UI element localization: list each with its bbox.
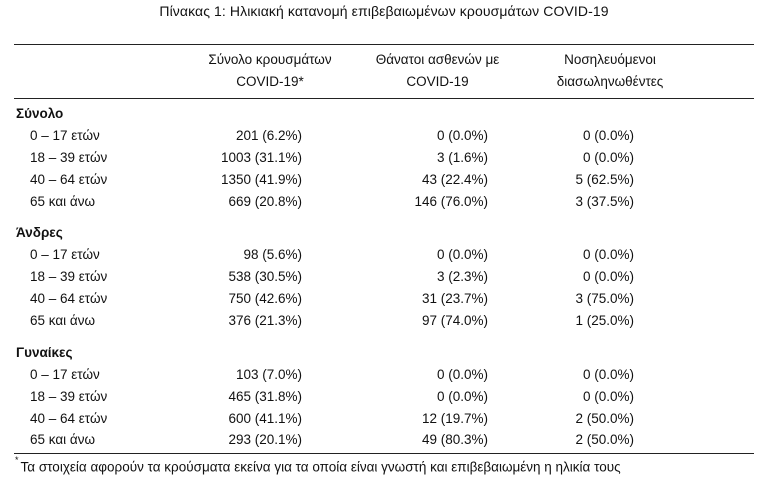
- table-row: 40 – 64 ετών 1350 (41.9%) 43 (22.4%) 5 (…: [0, 172, 768, 193]
- age-label: 40 – 64 ετών: [30, 411, 108, 426]
- intubated-cell: 3 (37.5%): [575, 194, 634, 209]
- age-label: 40 – 64 ετών: [30, 291, 108, 306]
- deaths-cell: 0 (0.0%): [436, 389, 488, 404]
- deaths-cell: 43 (22.4%): [421, 172, 488, 187]
- age-label: 65 και άνω: [30, 432, 96, 447]
- column-header-line: Σύνολο κρουσμάτων: [208, 52, 332, 67]
- table-row: 65 και άνω 293 (20.1%) 49 (80.3%) 2 (50.…: [0, 432, 768, 453]
- deaths-cell: 146 (76.0%): [414, 194, 488, 209]
- group-heading-men: Άνδρες: [16, 225, 63, 240]
- intubated-cell: 3 (75.0%): [575, 291, 634, 306]
- age-label: 0 – 17 ετών: [30, 128, 100, 143]
- cases-cell: 98 (5.6%): [243, 247, 302, 262]
- age-label: 0 – 17 ετών: [30, 247, 100, 262]
- group-heading-women: Γυναίκες: [16, 345, 73, 360]
- cases-cell: 103 (7.0%): [235, 367, 302, 382]
- deaths-cell: 31 (23.7%): [421, 291, 488, 306]
- intubated-cell: 0 (0.0%): [582, 389, 634, 404]
- group-heading-total: Σύνολο: [16, 106, 64, 121]
- cases-cell: 538 (30.5%): [228, 269, 302, 284]
- column-header-line: Θάνατοι ασθενών με: [375, 52, 500, 67]
- table-top-rule: [14, 44, 754, 45]
- intubated-cell: 0 (0.0%): [582, 128, 634, 143]
- cases-cell: 1003 (31.1%): [220, 150, 302, 165]
- table-row: 0 – 17 ετών 201 (6.2%) 0 (0.0%) 0 (0.0%): [0, 128, 768, 149]
- table-title: Πίνακας 1: Ηλικιακή κατανομή επιβεβαιωμέ…: [159, 3, 609, 19]
- age-label: 18 – 39 ετών: [30, 150, 108, 165]
- deaths-cell: 0 (0.0%): [436, 367, 488, 382]
- table-row: 65 και άνω 669 (20.8%) 146 (76.0%) 3 (37…: [0, 194, 768, 215]
- intubated-cell: 0 (0.0%): [582, 269, 634, 284]
- age-label: 18 – 39 ετών: [30, 269, 108, 284]
- footnote-mark: *: [15, 455, 19, 465]
- column-header-deaths: Θάνατοι ασθενών με COVID-19: [365, 49, 510, 93]
- table-row: 0 – 17 ετών 103 (7.0%) 0 (0.0%) 0 (0.0%): [0, 367, 768, 388]
- age-label: 18 – 39 ετών: [30, 389, 108, 404]
- column-header-line: COVID-19*: [236, 74, 304, 89]
- deaths-cell: 97 (74.0%): [421, 313, 488, 328]
- intubated-cell: 2 (50.0%): [575, 411, 634, 426]
- age-label: 40 – 64 ετών: [30, 172, 108, 187]
- cases-cell: 750 (42.6%): [228, 291, 302, 306]
- table-row: 0 – 17 ετών 98 (5.6%) 0 (0.0%) 0 (0.0%): [0, 247, 768, 268]
- cases-cell: 600 (41.1%): [228, 411, 302, 426]
- deaths-cell: 3 (2.3%): [436, 269, 488, 284]
- cases-cell: 465 (31.8%): [228, 389, 302, 404]
- table-row: 18 – 39 ετών 538 (30.5%) 3 (2.3%) 0 (0.0…: [0, 269, 768, 290]
- column-header-total-cases: Σύνολο κρουσμάτων COVID-19*: [195, 49, 345, 93]
- header-rule: [14, 98, 754, 99]
- table-bottom-rule: [14, 453, 754, 454]
- column-header-intubated: Νοσηλευόμενοι διασωληνωθέντες: [535, 49, 685, 93]
- table-row: 40 – 64 ετών 750 (42.6%) 31 (23.7%) 3 (7…: [0, 291, 768, 312]
- deaths-cell: 3 (1.6%): [436, 150, 488, 165]
- deaths-cell: 0 (0.0%): [436, 128, 488, 143]
- table-row: 18 – 39 ετών 1003 (31.1%) 3 (1.6%) 0 (0.…: [0, 150, 768, 171]
- intubated-cell: 0 (0.0%): [582, 247, 634, 262]
- deaths-cell: 12 (19.7%): [421, 411, 488, 426]
- intubated-cell: 0 (0.0%): [582, 150, 634, 165]
- column-header-line: COVID-19: [406, 74, 469, 89]
- footnote: * Τα στοιχεία αφορούν τα κρούσματα εκείνα…: [15, 455, 621, 475]
- column-header-line: Νοσηλευόμενοι: [564, 52, 656, 67]
- intubated-cell: 0 (0.0%): [582, 367, 634, 382]
- footnote-text: Τα στοιχεία αφορούν τα κρούσματα εκείνα …: [20, 459, 621, 475]
- cases-cell: 376 (21.3%): [228, 313, 302, 328]
- intubated-cell: 5 (62.5%): [575, 172, 634, 187]
- deaths-cell: 0 (0.0%): [436, 247, 488, 262]
- cases-cell: 669 (20.8%): [228, 194, 302, 209]
- table-row: 18 – 39 ετών 465 (31.8%) 0 (0.0%) 0 (0.0…: [0, 389, 768, 410]
- cases-cell: 1350 (41.9%): [220, 172, 302, 187]
- age-label: 0 – 17 ετών: [30, 367, 100, 382]
- age-label: 65 και άνω: [30, 194, 96, 209]
- age-label: 65 και άνω: [30, 313, 96, 328]
- column-header-line: διασωληνωθέντες: [556, 74, 664, 89]
- cases-cell: 293 (20.1%): [228, 432, 302, 447]
- intubated-cell: 1 (25.0%): [575, 313, 634, 328]
- table-row: 40 – 64 ετών 600 (41.1%) 12 (19.7%) 2 (5…: [0, 411, 768, 432]
- table-row: 65 και άνω 376 (21.3%) 97 (74.0%) 1 (25.…: [0, 313, 768, 334]
- cases-cell: 201 (6.2%): [235, 128, 302, 143]
- deaths-cell: 49 (80.3%): [421, 432, 488, 447]
- intubated-cell: 2 (50.0%): [575, 432, 634, 447]
